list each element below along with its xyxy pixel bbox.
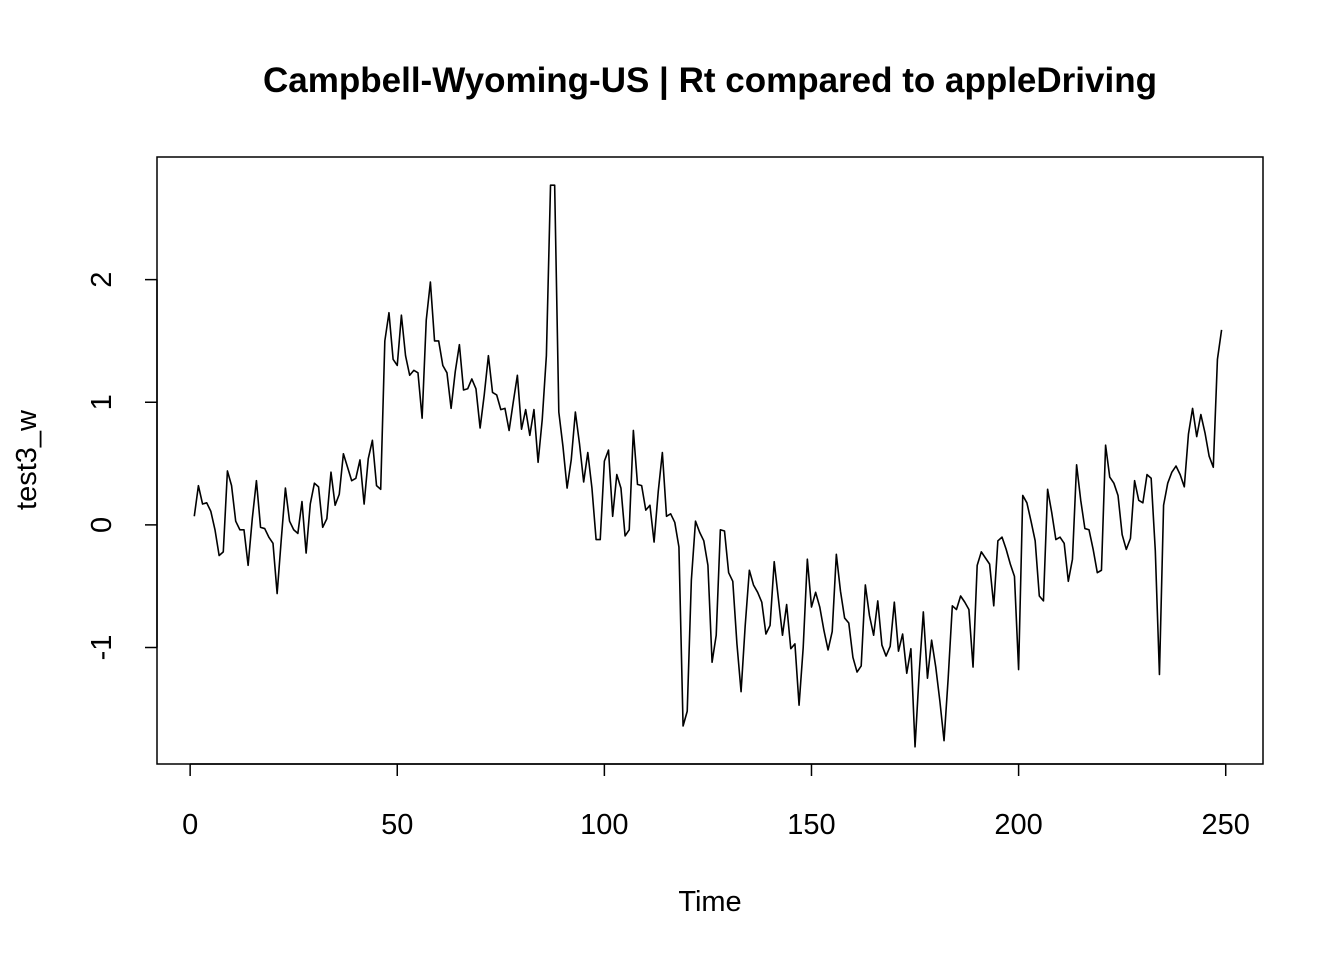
x-tick-label: 100 xyxy=(580,809,628,841)
chart-title: Campbell-Wyoming-US | Rt compared to app… xyxy=(263,61,1157,100)
x-tick-label: 150 xyxy=(787,809,835,841)
y-tick-label: -1 xyxy=(86,635,118,661)
y-tick-label: 1 xyxy=(86,394,118,410)
x-tick-label: 50 xyxy=(381,809,413,841)
y-tick-label: 0 xyxy=(86,517,118,533)
y-axis-label: test3_w xyxy=(11,409,43,510)
series-line xyxy=(193,184,1223,748)
x-axis-label: Time xyxy=(678,886,741,918)
x-tick-label: 250 xyxy=(1202,809,1250,841)
y-tick-label: 2 xyxy=(86,272,118,288)
y-axis: -1 0 1 2 xyxy=(86,272,158,661)
x-tick-label: 200 xyxy=(994,809,1042,841)
plot-frame xyxy=(156,156,1264,765)
x-tick-label: 0 xyxy=(182,809,198,841)
x-axis: 0 50 100 150 200 250 xyxy=(182,763,1250,841)
